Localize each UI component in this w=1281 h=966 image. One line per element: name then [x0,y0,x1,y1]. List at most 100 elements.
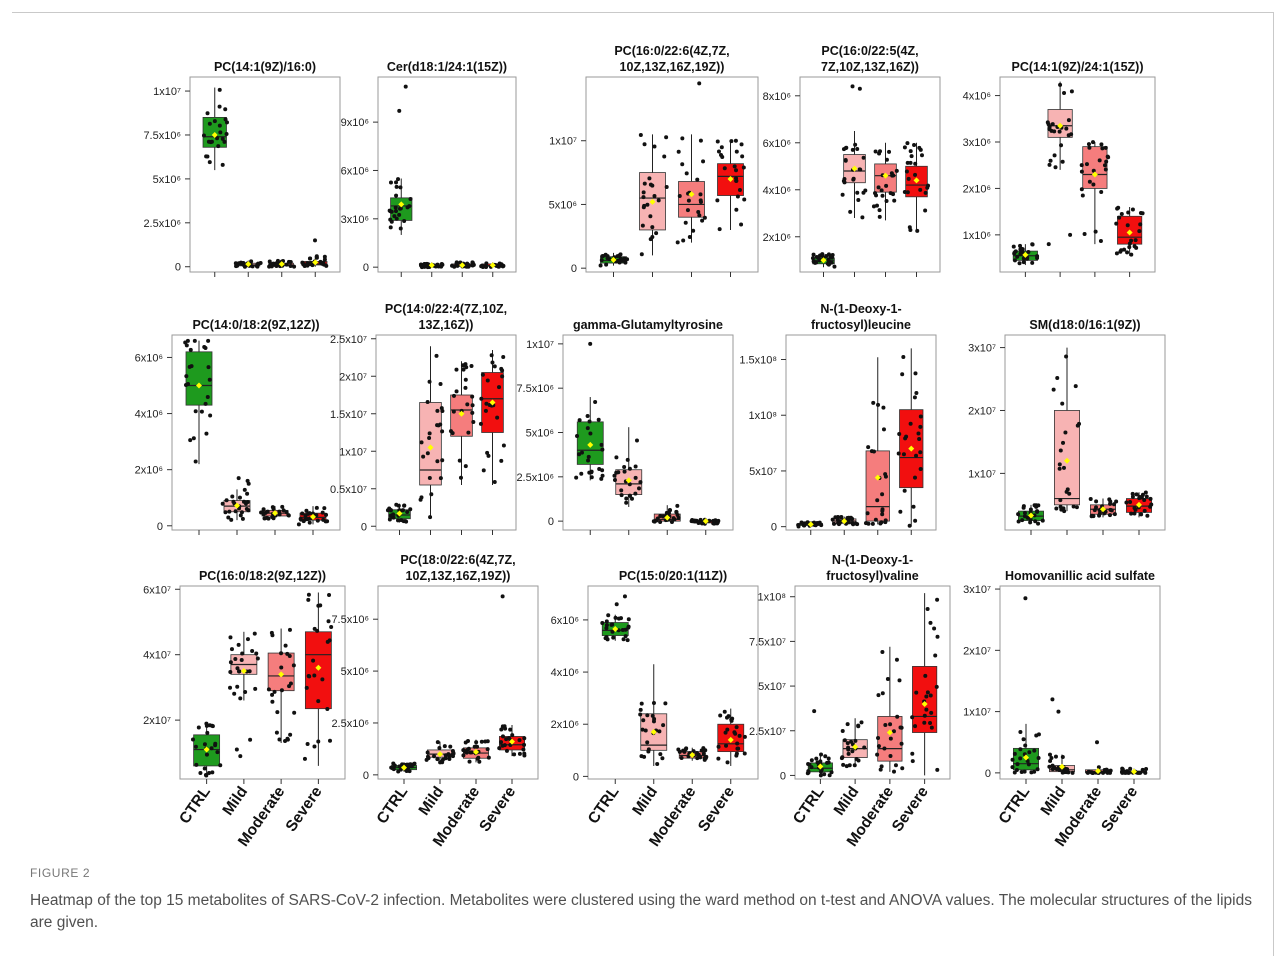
data-point [463,377,468,382]
data-point [465,748,470,753]
data-point [1018,247,1023,252]
data-point [878,521,883,526]
data-point [734,207,739,212]
data-point [914,690,919,695]
chart-panel-1: PC(14:1(9Z)/16:0) 0 2.5x10⁶ 5x10⁶ 7.5x10⁶ 1x1… [143,60,341,277]
data-point [696,209,701,214]
y-tick-label: 6x10⁶ [763,138,791,150]
data-point [490,360,495,365]
data-point [725,760,730,765]
data-point [850,749,855,754]
data-point [1082,231,1087,236]
data-point [203,773,208,778]
data-point [675,503,680,508]
data-point [1050,767,1055,772]
data-point [232,691,237,696]
data-point [1034,733,1039,738]
data-point [842,738,847,743]
data-point [234,747,239,752]
data-point [484,261,489,266]
data-point [443,753,448,758]
data-point [1061,465,1066,470]
data-point [910,751,915,756]
data-point [613,615,618,620]
data-point [880,508,885,513]
data-point [1143,490,1148,495]
mean-marker [234,502,240,509]
data-point [904,434,909,439]
plot-frame [585,76,759,273]
data-point [873,149,878,154]
data-point [902,488,907,493]
data-point [722,166,727,171]
data-point [915,228,920,233]
y-tick-label: 3x10⁷ [968,343,996,355]
data-point [935,767,940,772]
data-point [217,87,222,92]
data-point [905,160,910,165]
data-point [901,452,906,457]
data-point [906,176,911,181]
data-point [223,117,228,122]
data-point [1048,158,1053,163]
data-point [625,257,630,262]
data-point [1018,730,1023,735]
data-point [487,402,492,407]
mean-marker [702,518,709,525]
data-point [469,364,474,369]
data-point [202,766,207,771]
data-point [243,500,248,505]
data-point [605,256,610,261]
data-point [1047,162,1052,167]
mean-marker [851,165,858,172]
data-point [325,707,330,712]
data-point [1097,158,1102,163]
data-point [588,341,593,346]
data-point [655,516,660,521]
data-point [292,710,297,715]
data-point [925,607,930,612]
data-point [918,187,923,192]
data-point [210,770,215,775]
data-point [322,506,327,511]
data-point [627,466,632,471]
chart-title-line: 13Z,16Z)) [419,318,474,332]
data-point [497,385,502,390]
data-point [1028,520,1033,525]
data-point [810,256,815,261]
data-point [739,142,744,147]
data-point [698,755,703,760]
y-tick-label: 0.5x10⁷ [330,484,367,496]
data-point [734,176,739,181]
data-point [1036,755,1041,760]
chart-title-line: PC(16:0/18:2(9Z,12Z)) [199,569,326,583]
mean-marker [874,474,881,481]
data-point [913,724,918,729]
data-point [483,408,488,413]
data-point [854,757,859,762]
data-point [832,521,837,526]
data-point [888,722,893,727]
data-point [733,731,738,736]
chart-title-line: PC(16:0/22:6(4Z,7Z, [614,44,729,58]
data-point [717,227,722,232]
data-point [908,160,913,165]
data-point [405,510,410,515]
data-point [315,518,320,523]
data-point [1140,767,1145,772]
data-point [687,234,692,239]
data-point [485,747,490,752]
data-point [220,136,225,141]
data-point [934,684,939,689]
data-point [1022,511,1027,516]
data-point [440,429,445,434]
data-point [876,736,881,741]
data-point [1053,754,1058,759]
data-point [435,459,440,464]
chart-title-line: 10Z,13Z,16Z,19Z)) [406,569,511,583]
data-point [1028,517,1033,522]
mean-marker [1095,768,1101,775]
data-point [1022,514,1027,519]
mean-marker [908,445,915,452]
data-point [654,231,659,236]
